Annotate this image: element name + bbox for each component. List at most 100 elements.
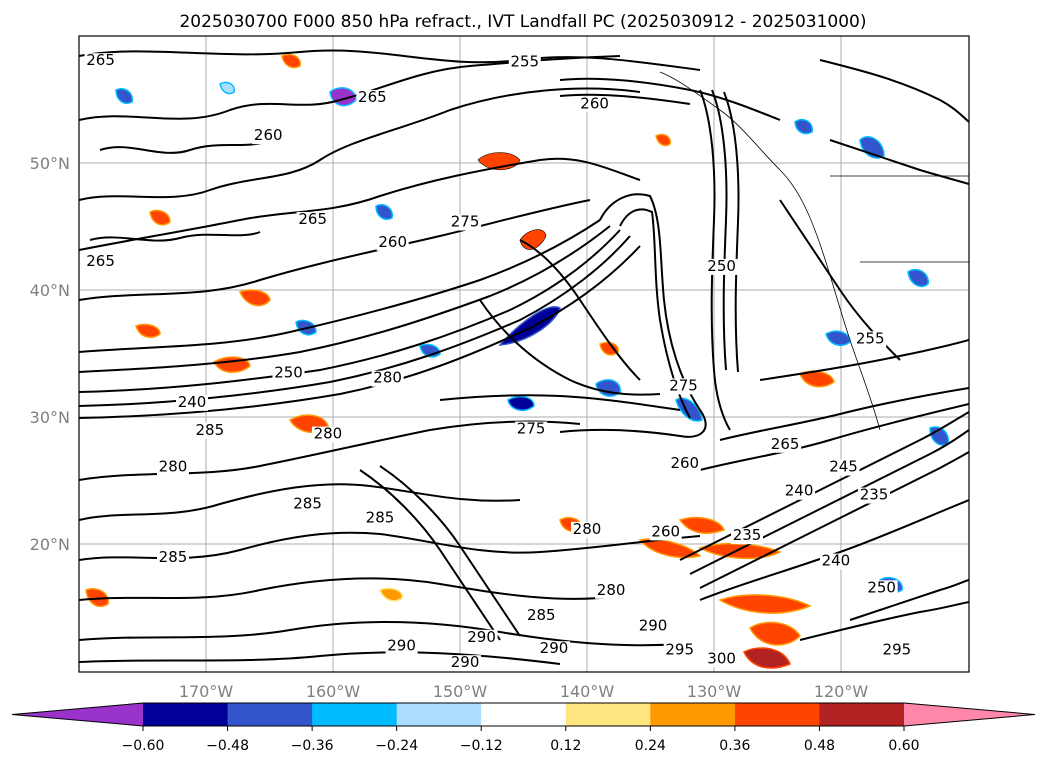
contour-line	[719, 387, 969, 441]
lon-label-150w: 150°W	[433, 682, 488, 701]
colorbar-tick-label: −0.12	[460, 738, 503, 754]
contour-label: 290	[540, 639, 569, 657]
contour-label-background	[193, 422, 226, 439]
contour-label: 265	[358, 88, 387, 106]
contour-line	[79, 620, 681, 647]
contour-line	[79, 49, 701, 71]
contour-label-background	[819, 553, 852, 570]
colorbar-box	[312, 703, 398, 726]
contour-label-background	[465, 629, 498, 646]
contour-label-background	[865, 580, 898, 597]
contour-label: 285	[159, 548, 188, 566]
contour-line	[379, 465, 521, 637]
contour-label-background	[783, 483, 816, 500]
contour-label: 290	[639, 616, 668, 634]
anomaly-patch	[825, 330, 851, 347]
contour-label-background	[449, 655, 482, 672]
colorbar-tick-label: 0.12	[550, 738, 581, 754]
contour-line	[711, 89, 728, 371]
colorbar-tick-label: −0.48	[206, 738, 249, 754]
contour-label-background	[296, 211, 329, 228]
contour-line	[849, 579, 969, 621]
contour-label: 260	[651, 522, 680, 540]
colorbar-tick-label: −0.24	[375, 738, 418, 754]
contour-line	[479, 299, 661, 396]
contour-line	[79, 157, 641, 251]
colorbar-box	[143, 703, 229, 726]
colorbar-extension-low	[12, 703, 143, 726]
anomaly-patch	[219, 81, 235, 95]
contour-label: 260	[254, 126, 283, 144]
contour-label: 285	[366, 508, 395, 526]
lon-label-120w: 120°W	[814, 682, 869, 701]
colorbar-box	[396, 703, 482, 726]
colorbar-box	[565, 703, 651, 726]
anomaly-patch	[718, 594, 812, 614]
contour-label-background	[291, 496, 324, 513]
contour-label-background	[356, 90, 389, 107]
colorbar-box	[734, 703, 820, 726]
contour-line	[699, 499, 969, 601]
contour-line	[79, 577, 621, 601]
contour-line	[79, 483, 521, 521]
lon-label-160w: 160°W	[306, 682, 361, 701]
anomaly-patch	[749, 621, 801, 646]
contour-label: 280	[159, 458, 188, 476]
contour-label: 285	[293, 494, 322, 512]
contour-label-background	[769, 436, 802, 453]
lat-label-50n: 50°N	[30, 154, 70, 173]
contour-line	[819, 59, 969, 123]
map-frame	[78, 35, 970, 673]
contour-line	[79, 225, 611, 373]
contour-label: 280	[597, 581, 626, 599]
contour-label-background	[525, 608, 558, 625]
contour-label: 250	[274, 364, 303, 382]
contour-label-background	[858, 487, 891, 504]
longitude-labels: 170°W 160°W 150°W 140°W 130°W 120°W	[179, 682, 869, 701]
contour-label: 280	[314, 425, 343, 443]
anomaly-patch	[239, 289, 271, 307]
contour-label-background	[637, 618, 670, 635]
figure-title: 2025030700 F000 850 hPa refract., IVT La…	[179, 12, 866, 32]
contour-line	[519, 239, 641, 381]
contour-label-background	[371, 370, 404, 387]
map-panel: 265 255 265 260 260 265 260 275 265 250 250 240 285 2…	[78, 35, 970, 673]
contour-label-background	[571, 521, 603, 538]
contour-label-background	[880, 642, 913, 659]
contour-line	[79, 219, 601, 353]
contour-label: 290	[387, 637, 416, 655]
anomaly-patch	[794, 118, 813, 135]
contour-label-background	[705, 651, 738, 668]
anomaly-patch	[149, 209, 171, 226]
colorbar-tick-label: −0.36	[291, 738, 334, 754]
contour-label: 240	[178, 393, 207, 411]
contour-line	[799, 601, 969, 641]
contour-line	[359, 469, 501, 641]
colorbar-tick-label: 0.60	[888, 738, 919, 754]
contour-label-background	[731, 528, 764, 545]
contour-label-background	[252, 128, 285, 145]
colorbar-box	[650, 703, 736, 726]
contour-label-background	[705, 258, 738, 275]
contour-label: 280	[573, 520, 602, 538]
contour-label-background	[385, 638, 418, 655]
contour-label-background	[854, 331, 887, 348]
anomaly-patch	[379, 587, 403, 602]
contour-label: 250	[867, 578, 896, 596]
contour-line	[559, 93, 691, 105]
contour-label: 260	[580, 94, 609, 112]
anomaly-patch	[655, 133, 671, 147]
anomaly-patch	[678, 516, 725, 534]
contour-line	[759, 339, 969, 381]
contour-line	[689, 429, 969, 575]
colorbar-extension-high	[904, 703, 1035, 726]
anomaly-patch	[375, 204, 393, 220]
contour-label: 240	[785, 482, 814, 500]
contour-label: 240	[822, 552, 851, 570]
anomaly-patch	[599, 341, 619, 356]
contour-label-background	[537, 641, 570, 658]
anomaly-patch	[115, 88, 133, 104]
contour-line	[699, 451, 969, 589]
contour-label-background	[156, 459, 189, 476]
contour-label: 255	[510, 52, 539, 70]
